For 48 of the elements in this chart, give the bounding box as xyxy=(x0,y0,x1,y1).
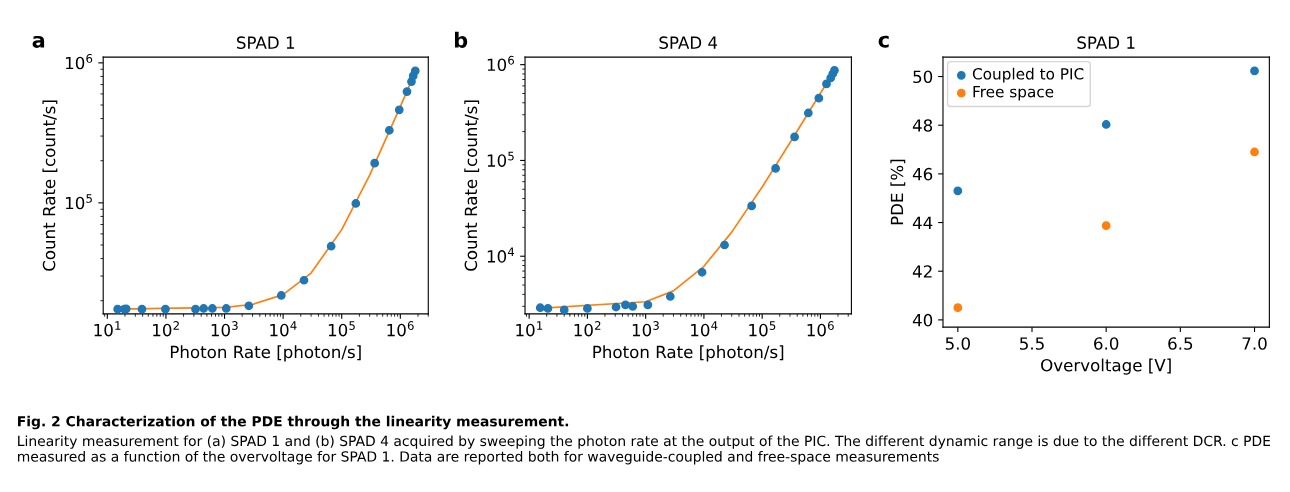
x-tick-label: 10$^{1}$ xyxy=(516,321,543,337)
x-tick-label: 10$^{3}$ xyxy=(211,321,238,337)
caption: Fig. 2 Characterization of the PDE through the linearity measurement. xyxy=(18,415,569,430)
x-tick-label: 10$^{2}$ xyxy=(153,321,179,337)
x-tick-label: 6.5 xyxy=(1168,337,1193,350)
point xyxy=(953,303,963,313)
y-axis-title: PDE [%] xyxy=(890,159,906,225)
x-tick-label: 10$^{5}$ xyxy=(328,321,355,337)
text: a xyxy=(32,35,45,48)
y-tick-label: 48 xyxy=(912,119,933,132)
x-tick-label: 6.0 xyxy=(1094,337,1119,350)
x-tick-label: 10$^{4}$ xyxy=(691,321,718,337)
y-tick-label: 46 xyxy=(912,167,933,181)
legend-label: Coupled to PIC xyxy=(972,67,1084,83)
text: Linearity measurement for (a) SPAD 1 and (b) SPAD 4 acquired by sweeping the photon rate at the output of the PIC. The different dynamic range is due to the different DCR. c PDE measured as a function of the overvoltage for SPAD 1. Data are reported both for waveguide-coupled and free-space measurements xyxy=(18,435,1271,465)
x-tick-label: 7.0 xyxy=(1242,337,1267,350)
y-axis-title: Count Rate [count/s] xyxy=(464,100,480,271)
y-axis-title: Count Rate [count/s] xyxy=(42,100,58,271)
y-tick-label: 42 xyxy=(912,265,932,278)
x-axis-title: Overvoltage [V] xyxy=(1041,358,1171,375)
x-tick-label: 5.5 xyxy=(1020,337,1044,350)
chart-title: SPAD 4 xyxy=(659,36,718,49)
legend-label: Free space xyxy=(973,86,1054,101)
y-tick-label: 40 xyxy=(912,313,933,327)
x-tick-label: 10$^{1}$ xyxy=(94,321,121,337)
y-tick-label: 10$^{5}$ xyxy=(487,151,514,167)
y-tick-label: 10$^{4}$ xyxy=(487,247,515,263)
point xyxy=(1101,221,1111,231)
y-tick-label: 44 xyxy=(912,216,933,229)
point xyxy=(1250,66,1259,76)
x-axis-title: Photon Rate [photon/s] xyxy=(593,345,784,362)
y-tick-label: 10$^{6}$ xyxy=(487,55,515,72)
x-tick-label: 10$^{6}$ xyxy=(807,321,834,337)
x-tick-label: 10$^{5}$ xyxy=(749,321,776,337)
y-tick-label: 50 xyxy=(913,70,933,84)
x-tick-label: 10$^{2}$ xyxy=(574,321,601,337)
x-tick-label: 10$^{4}$ xyxy=(270,321,297,337)
text: b xyxy=(454,31,468,48)
x-tick-label: 10$^{6}$ xyxy=(387,321,414,337)
point xyxy=(1250,147,1259,157)
text: c xyxy=(878,35,889,48)
x-axis-title: Photon Rate [photon/s] xyxy=(170,345,361,362)
chart-title: SPAD 1 xyxy=(1077,36,1135,49)
chart-title: SPAD 1 xyxy=(236,36,295,49)
point xyxy=(1101,120,1111,129)
x-tick-label: 5.0 xyxy=(945,337,970,350)
x-tick-label: 10$^{3}$ xyxy=(632,321,659,337)
point xyxy=(953,186,963,196)
